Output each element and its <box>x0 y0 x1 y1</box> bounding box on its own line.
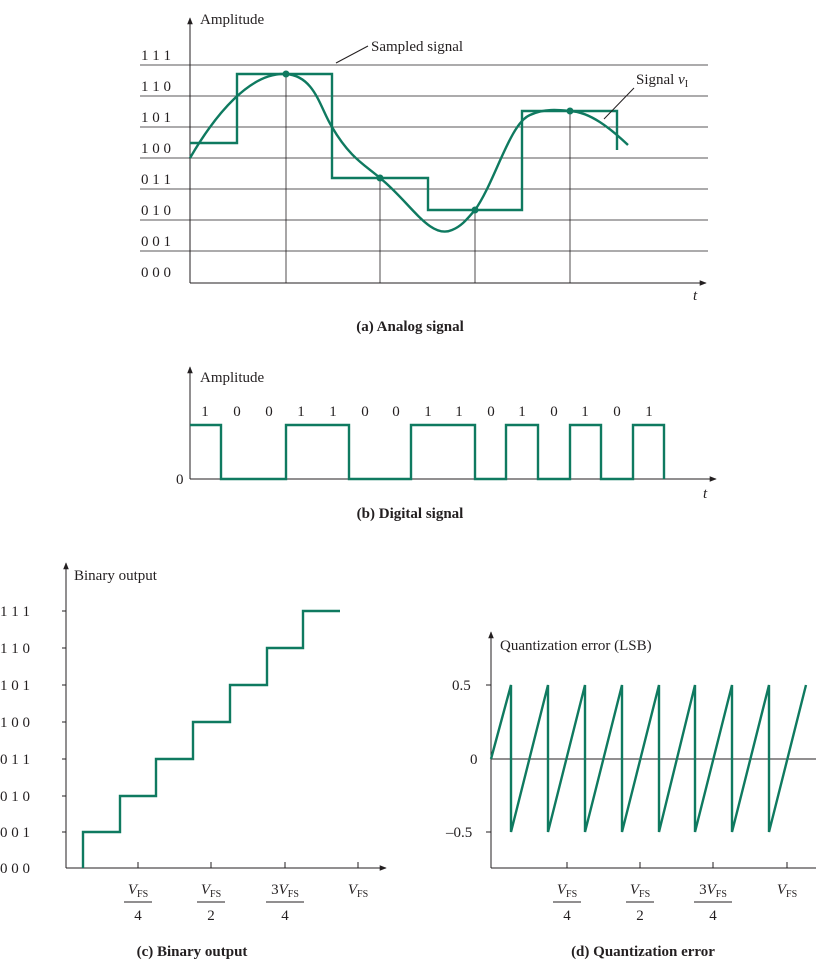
level-label-011: 0 1 1 <box>141 172 171 188</box>
bit-label: 0 <box>265 404 273 420</box>
panel-d-tick-vfs-over-2: VFS 2 <box>626 882 654 924</box>
level-label-110: 1 1 0 <box>141 79 171 95</box>
panel-a-y-axis-label: Amplitude <box>200 12 265 28</box>
sample-point <box>471 206 479 214</box>
panel-a-level-lines <box>140 64 708 252</box>
sampled-signal-leader <box>335 45 369 64</box>
bit-labels: 1 0 0 1 1 0 0 1 1 0 1 0 1 0 1 <box>201 404 653 420</box>
svg-text:2: 2 <box>636 908 644 924</box>
panel-c-tick-vfs-over-2: VFS 2 <box>197 882 225 924</box>
level-label-010: 0 1 0 <box>141 203 171 219</box>
panel-c-y-axis-label: Binary output <box>74 568 158 584</box>
sampled-signal-staircase <box>190 72 619 212</box>
panel-c-tick-vfs-over-4: VFS 4 <box>124 882 152 924</box>
panel-b-caption: (b) Digital signal <box>357 506 464 522</box>
level-label-100: 1 0 0 <box>141 141 171 157</box>
panel-c-y-ticks <box>62 610 66 833</box>
svg-text:VFS: VFS <box>777 882 797 900</box>
level-label-111: 1 1 1 <box>0 604 30 620</box>
svg-text:4: 4 <box>563 908 571 924</box>
panel-d-y-axis-label: Quantization error (LSB) <box>500 638 652 654</box>
level-label-101: 1 0 1 <box>141 110 171 126</box>
panel-d-x-ticks <box>566 862 788 868</box>
panel-digital-signal: Amplitude 0 t 1 0 0 1 1 0 0 1 1 0 1 0 1 … <box>176 366 717 522</box>
svg-text:VFS: VFS <box>128 882 148 900</box>
level-label-010: 0 1 0 <box>0 789 30 805</box>
y-tick-0: 0 <box>470 752 478 768</box>
panel-a-caption: (a) Analog signal <box>356 319 464 335</box>
bit-label: 1 <box>297 404 305 420</box>
binary-output-staircase <box>81 609 340 868</box>
panel-d-caption: (d) Quantization error <box>571 944 715 960</box>
bit-label: 0 <box>487 404 495 420</box>
sample-point <box>282 70 290 78</box>
level-label-001: 0 0 1 <box>141 234 171 250</box>
panel-b-t-label: t <box>703 486 708 502</box>
digital-signal-waveform <box>190 423 666 481</box>
quantization-error-sawtooth <box>489 684 808 833</box>
bit-label: 0 <box>392 404 400 420</box>
analog-signal-curve <box>188 72 629 233</box>
panel-a-t-label: t <box>693 288 698 304</box>
panel-c-level-labels: 0 0 0 0 0 1 0 1 0 0 1 1 1 0 0 1 0 1 1 1 … <box>0 604 30 877</box>
sampled-signal-label: Sampled signal <box>371 39 463 55</box>
bit-label: 0 <box>361 404 369 420</box>
panel-c-tick-3vfs-over-4: 3VFS 4 <box>266 882 304 924</box>
panel-analog-signal: Amplitude t 0 0 0 0 0 1 0 1 0 0 1 1 1 0 … <box>140 12 708 335</box>
svg-text:2: 2 <box>207 908 215 924</box>
level-label-000: 0 0 0 <box>141 265 171 281</box>
svg-text:VFS: VFS <box>348 882 368 900</box>
panel-quantization-error: Quantization error (LSB) 0.5 0 –0.5 VFS … <box>445 631 816 960</box>
sample-point <box>566 107 574 115</box>
panel-a-sample-lines <box>285 74 571 283</box>
svg-text:4: 4 <box>281 908 289 924</box>
y-tick-minus-0-5: –0.5 <box>445 825 472 841</box>
panel-d-tick-vfs: VFS <box>777 882 797 900</box>
panel-b-y-axis-label: Amplitude <box>200 370 265 386</box>
svg-text:4: 4 <box>709 908 717 924</box>
bit-label: 0 <box>550 404 558 420</box>
level-label-100: 1 0 0 <box>0 715 30 731</box>
svg-text:VFS: VFS <box>557 882 577 900</box>
level-label-110: 1 1 0 <box>0 641 30 657</box>
bit-label: 1 <box>201 404 209 420</box>
bit-label: 0 <box>613 404 621 420</box>
svg-text:VFS: VFS <box>201 882 221 900</box>
panel-b-zero-label: 0 <box>176 472 184 488</box>
panel-a-level-labels: 0 0 0 0 0 1 0 1 0 0 1 1 1 0 0 1 0 1 1 1 … <box>141 48 171 281</box>
level-label-101: 1 0 1 <box>0 678 30 694</box>
panel-binary-output: Binary output 0 0 0 0 0 1 0 1 0 0 1 1 1 … <box>0 562 387 960</box>
bit-label: 1 <box>424 404 432 420</box>
bit-label: 0 <box>233 404 241 420</box>
bit-label: 1 <box>518 404 526 420</box>
panel-c-tick-vfs: VFS <box>348 882 368 900</box>
panel-c-x-ticks <box>137 862 359 868</box>
level-label-000: 0 0 0 <box>0 861 30 877</box>
svg-text:3VFS: 3VFS <box>699 882 727 900</box>
signal-vi-leader <box>603 87 635 120</box>
svg-text:3VFS: 3VFS <box>271 882 299 900</box>
sample-point <box>376 174 384 182</box>
bit-label: 1 <box>329 404 337 420</box>
level-label-001: 0 0 1 <box>0 825 30 841</box>
level-label-111: 1 1 1 <box>141 48 171 64</box>
svg-text:VFS: VFS <box>630 882 650 900</box>
y-tick-0-5: 0.5 <box>452 678 471 694</box>
svg-text:4: 4 <box>134 908 142 924</box>
bit-label: 1 <box>645 404 653 420</box>
panel-d-tick-3vfs-over-4: 3VFS 4 <box>694 882 732 924</box>
panel-c-caption: (c) Binary output <box>137 944 248 960</box>
level-label-011: 0 1 1 <box>0 752 30 768</box>
signal-vi-label: Signal vI <box>636 72 688 90</box>
bit-label: 1 <box>581 404 589 420</box>
bit-label: 1 <box>455 404 463 420</box>
panel-d-tick-vfs-over-4: VFS 4 <box>553 882 581 924</box>
